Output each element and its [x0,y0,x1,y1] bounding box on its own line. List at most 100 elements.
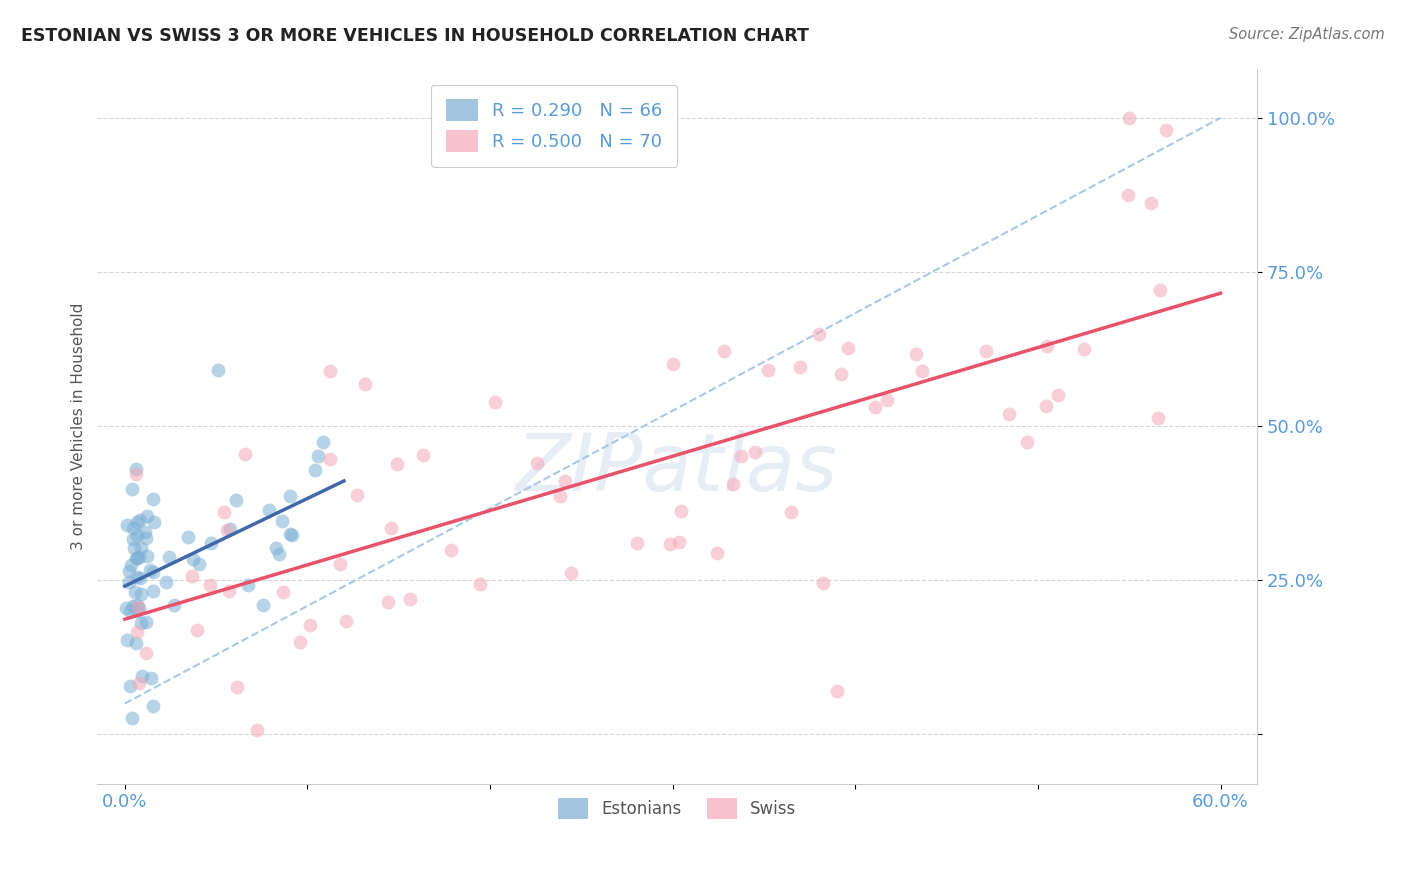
Point [713,344,735,359]
Point [128,601,150,615]
Point [1154,123,1177,137]
Point [257,503,280,517]
Point [135,615,157,629]
Point [120,558,142,572]
Point [131,615,153,630]
Point [225,681,247,695]
Point [319,364,342,378]
Point [550,489,572,503]
Point [825,684,848,698]
Point [271,585,294,599]
Point [669,504,692,518]
Point [115,517,138,532]
Point [1047,387,1070,401]
Point [1073,342,1095,356]
Point [1147,411,1170,425]
Point [329,557,352,571]
Point [143,515,166,529]
Point [125,570,148,584]
Point [181,552,204,566]
Point [142,699,165,714]
Point [789,360,811,375]
Point [811,575,834,590]
Text: Source: ZipAtlas.com: Source: ZipAtlas.com [1229,27,1385,42]
Point [128,513,150,527]
Point [122,541,145,555]
Point [387,457,409,471]
Point [125,636,148,650]
Point [155,575,177,590]
Point [626,536,648,550]
Point [911,364,934,378]
Point [120,679,142,693]
Point [125,528,148,542]
Y-axis label: 3 or more Vehicles in Household: 3 or more Vehicles in Household [72,302,86,549]
Point [399,592,422,607]
Point [668,535,690,549]
Point [125,598,148,612]
Point [1015,435,1038,450]
Point [235,447,257,461]
Point [280,489,302,503]
Point [225,493,247,508]
Point [304,463,326,477]
Point [218,583,240,598]
Point [837,341,859,355]
Point [157,549,180,564]
Point [744,444,766,458]
Point [128,550,150,565]
Text: ZIPatlas: ZIPatlas [516,430,838,508]
Point [380,521,402,535]
Point [756,362,779,376]
Point [177,530,200,544]
Point [236,578,259,592]
Point [267,547,290,561]
Point [142,491,165,506]
Point [658,537,681,551]
Point [526,456,548,470]
Point [139,563,162,577]
Point [117,633,139,648]
Point [200,536,222,550]
Point [280,528,302,542]
Point [264,541,287,555]
Point [863,400,886,414]
Point [307,449,329,463]
Point [181,569,204,583]
Point [998,407,1021,421]
Point [484,395,506,409]
Point [128,676,150,690]
Point [721,477,744,491]
Point [142,584,165,599]
Point [198,577,221,591]
Point [122,599,145,613]
Point [135,532,157,546]
Point [212,505,235,519]
Point [661,358,683,372]
Point [118,565,141,579]
Point [207,363,229,377]
Point [122,533,145,547]
Point [440,543,463,558]
Point [1036,339,1059,353]
Point [319,451,342,466]
Point [252,599,274,613]
Point [125,625,148,640]
Point [706,546,728,560]
Point [780,505,803,519]
Point [163,598,186,612]
Point [121,711,143,725]
Point [127,599,149,614]
Point [830,367,852,381]
Point [135,646,157,660]
Point [412,448,434,462]
Point [353,376,375,391]
Point [124,550,146,565]
Legend: Estonians, Swiss: Estonians, Swiss [551,792,803,825]
Point [134,525,156,540]
Point [335,614,357,628]
Point [118,574,141,589]
Point [271,514,294,528]
Point [298,617,321,632]
Point [131,587,153,601]
